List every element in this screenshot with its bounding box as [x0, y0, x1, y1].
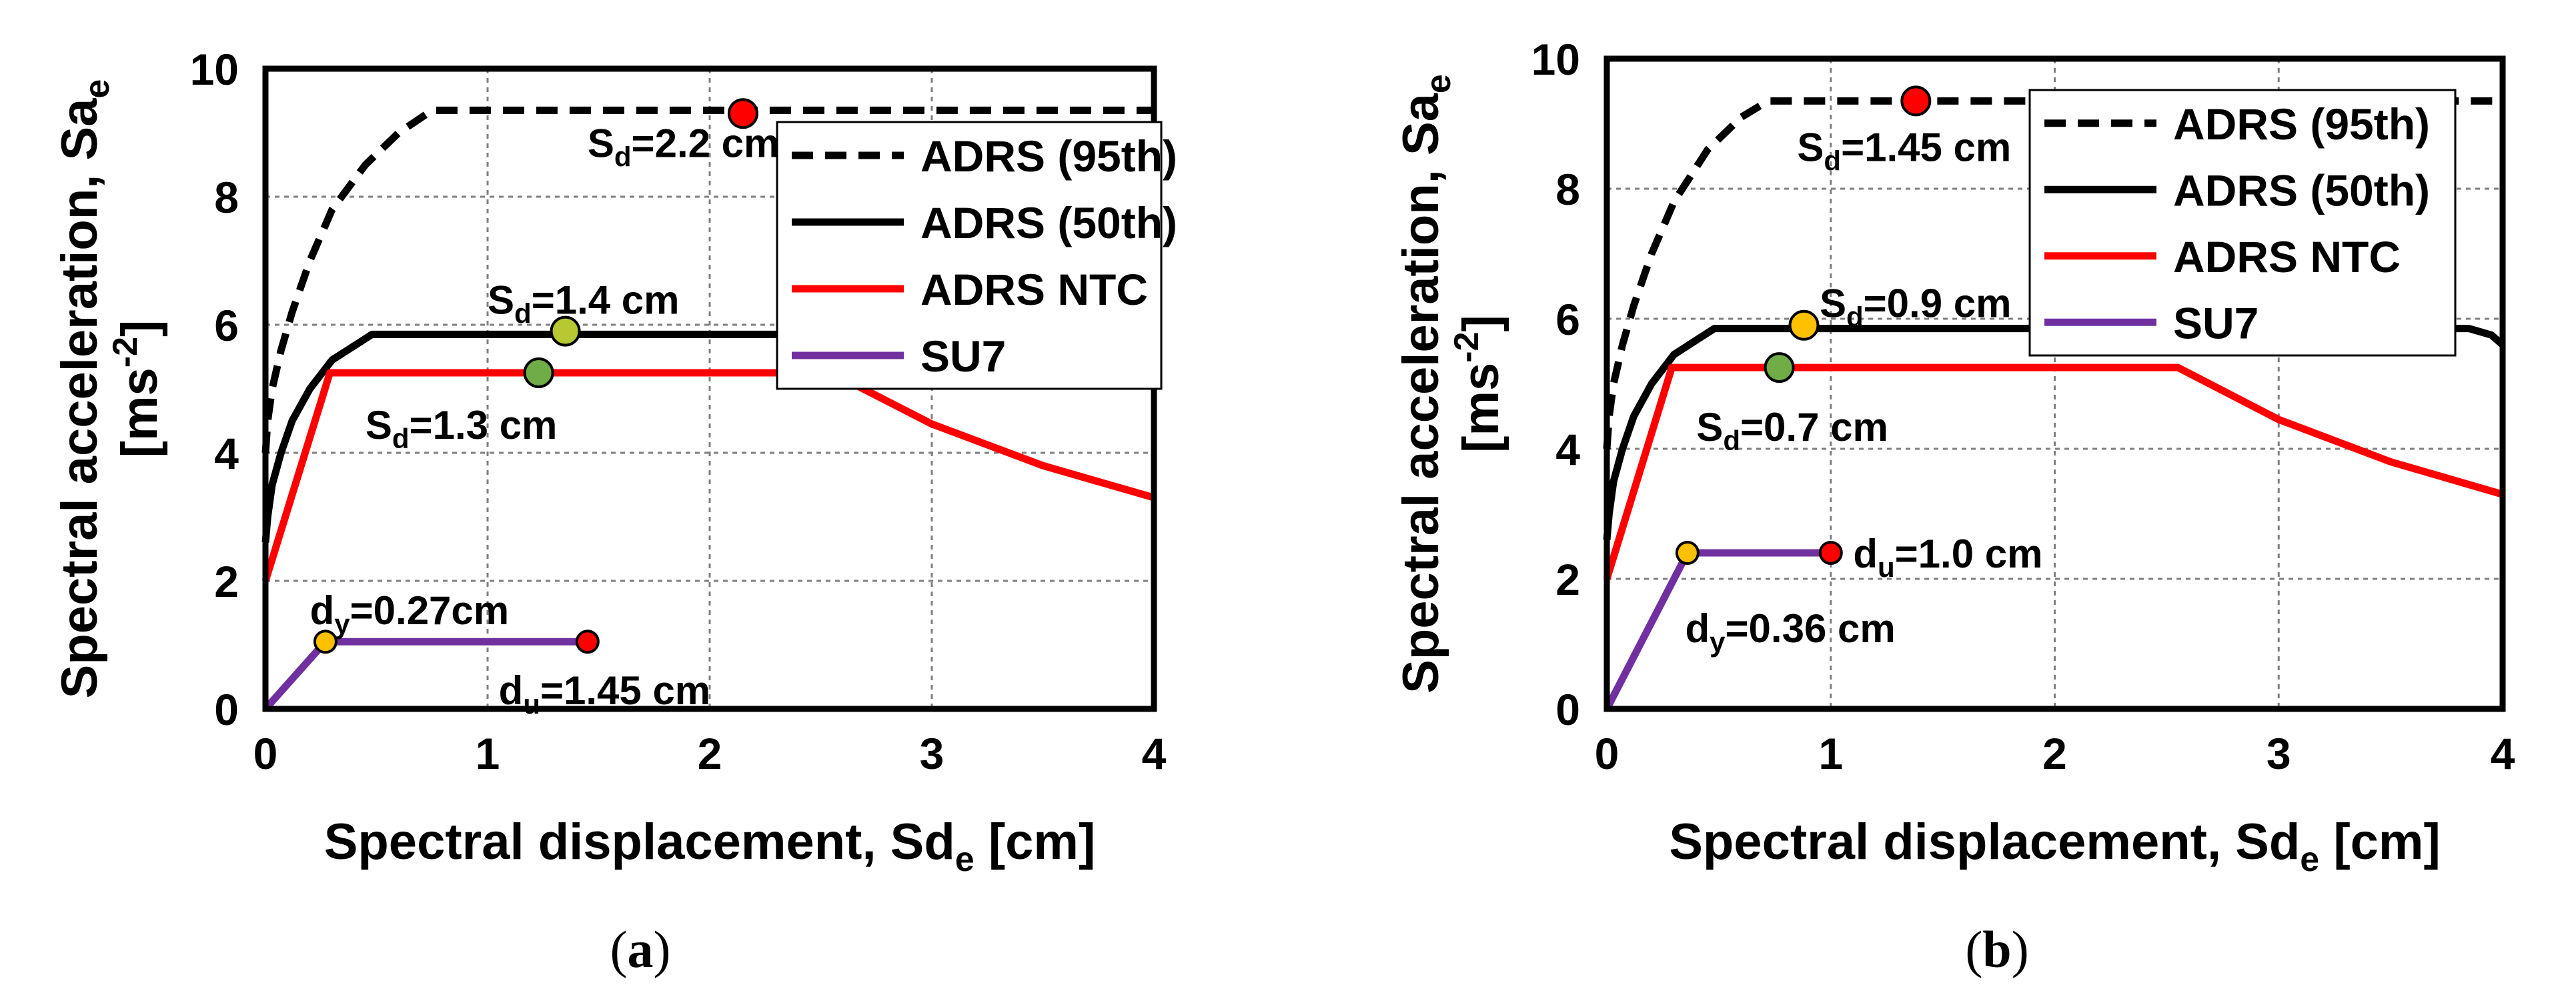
- x-tick-label: 1: [1818, 729, 1843, 778]
- data-annotation: Sd=1.4 cm: [488, 278, 680, 329]
- y-axis-label-line1: Spectral acceleration, Sae: [51, 79, 117, 699]
- x-tick-label: 4: [1142, 729, 1167, 778]
- x-tick-label: 0: [253, 729, 278, 778]
- markers-b: [1675, 85, 1932, 565]
- legend-label: SU7: [920, 331, 1006, 381]
- data-point-marker: [550, 315, 581, 347]
- chart-b-svg: 0 1 2 3 4 0 2 4 6 8 10 Spectral displacement, Sde […: [1393, 35, 2515, 978]
- legend-label: ADRS NTC: [2173, 232, 2401, 281]
- x-tick-label: 3: [2267, 729, 2291, 778]
- y-tick-label: 8: [1555, 165, 1580, 214]
- y-axis-label: Spectral acceleration, Sae[ms-2]: [51, 79, 168, 699]
- x-tick-label: 0: [1595, 729, 1620, 778]
- chart-panel-a: 0 1 2 3 4 0 2 4 6 8 10 Spectral displacement, Sde […: [51, 45, 1177, 978]
- x-tick-label: 4: [2491, 729, 2515, 778]
- data-annotation: Sd=0.9 cm: [1820, 281, 2012, 333]
- legend-label: ADRS (95th): [920, 131, 1177, 181]
- data-point-marker: [523, 357, 554, 388]
- y-tick-label: 0: [1555, 685, 1580, 734]
- annotations-b: Sd=1.45 cm Sd=0.9 cm Sd=0.7 cm du=1.0 cm dy=…: [1686, 125, 2043, 658]
- markers-a: [313, 98, 758, 654]
- data-point-marker: [1900, 85, 1932, 117]
- series-line-adrs-ntc: [261, 369, 1155, 582]
- tick-labels-a: 0 1 2 3 4 0 2 4 6 8 10: [190, 45, 1167, 778]
- y-tick-label: 6: [1555, 295, 1580, 344]
- legend-label: ADRS (50th): [920, 198, 1177, 247]
- x-tick-label: 1: [476, 729, 500, 778]
- data-annotation: dy=0.36 cm: [1686, 606, 1896, 658]
- data-point-marker: [1764, 352, 1795, 383]
- series-line-adrs-ntc: [1603, 363, 2504, 580]
- y-axis-label-line1: Spectral acceleration, Sae: [1393, 74, 1458, 694]
- y-axis-label-line2: [ms-2]: [106, 320, 168, 458]
- legend-b: ADRS (95th) ADRS (50th) ADRS NTC SU7: [2028, 89, 2457, 357]
- series-group-a: [261, 106, 1155, 712]
- x-axis-label: Spectral displacement, Sde [cm]: [324, 814, 1096, 879]
- legend-label: ADRS (95th): [2173, 99, 2430, 149]
- tick-labels-b: 0 1 2 3 4 0 2 4 6 8 10: [1531, 35, 2515, 778]
- data-point-marker: [575, 630, 600, 654]
- data-annotation: Sd=1.45 cm: [1797, 125, 2011, 177]
- chart-a-svg: 0 1 2 3 4 0 2 4 6 8 10 Spectral displacement, Sde […: [51, 45, 1177, 978]
- data-point-marker: [313, 630, 338, 654]
- y-tick-label: 10: [1531, 35, 1580, 84]
- legend-box: [776, 121, 1163, 390]
- chart-panel-b: 0 1 2 3 4 0 2 4 6 8 10 Spectral displacement, Sde […: [1288, 0, 2576, 997]
- data-point-marker: [1788, 309, 1820, 341]
- legend-label: ADRS (50th): [2173, 165, 2430, 215]
- data-annotation: du=1.45 cm: [499, 668, 711, 720]
- x-tick-label: 2: [698, 729, 722, 778]
- legend-label: ADRS NTC: [920, 265, 1148, 314]
- panel-caption: (b): [1965, 920, 2028, 978]
- y-tick-label: 10: [190, 45, 239, 94]
- y-tick-label: 4: [1555, 425, 1580, 474]
- y-tick-label: 2: [214, 557, 239, 606]
- legend-label: SU7: [2173, 298, 2259, 347]
- data-point-marker: [727, 98, 758, 129]
- y-tick-label: 8: [214, 173, 239, 222]
- x-tick-label: 2: [2042, 729, 2067, 778]
- data-point-marker: [1675, 541, 1700, 565]
- series-line-adrs-50th: [261, 330, 848, 543]
- y-axis-label-line2: [ms-2]: [1447, 315, 1509, 453]
- y-tick-label: 0: [214, 685, 239, 734]
- y-tick-label: 4: [214, 429, 239, 478]
- data-annotation: dy=0.27cm: [310, 588, 510, 640]
- data-annotation: du=1.0 cm: [1853, 532, 2042, 583]
- series-line-adrs-95th: [1603, 97, 2503, 449]
- data-annotation: Sd=0.7 cm: [1696, 405, 1888, 456]
- y-axis-label: Spectral acceleration, Sae[ms-2]: [1393, 74, 1509, 694]
- panel-caption: (a): [610, 920, 671, 978]
- data-annotation: Sd=2.2 cm: [588, 121, 780, 172]
- y-tick-label: 6: [214, 301, 239, 350]
- series-line-adrs-95th: [261, 106, 1154, 453]
- series-line-adrs-50th: [1603, 325, 2505, 540]
- gridlines-b: [1607, 59, 2503, 709]
- data-point-marker: [1818, 541, 1843, 565]
- legend-box: [2028, 89, 2457, 357]
- y-tick-label: 2: [1555, 555, 1580, 604]
- plot-area-frame-b: [1603, 55, 2506, 712]
- x-axis-label: Spectral displacement, Sde [cm]: [1669, 814, 2441, 879]
- data-annotation: Sd=1.3 cm: [366, 403, 558, 454]
- series-group-b: [1603, 97, 2505, 711]
- annotations-a: Sd=2.2 cm Sd=1.4 cm Sd=1.3 cm dy=0.27cm du=1…: [310, 121, 780, 720]
- x-tick-label: 3: [920, 729, 944, 778]
- legend-a: ADRS (95th) ADRS (50th) ADRS NTC SU7: [776, 121, 1177, 390]
